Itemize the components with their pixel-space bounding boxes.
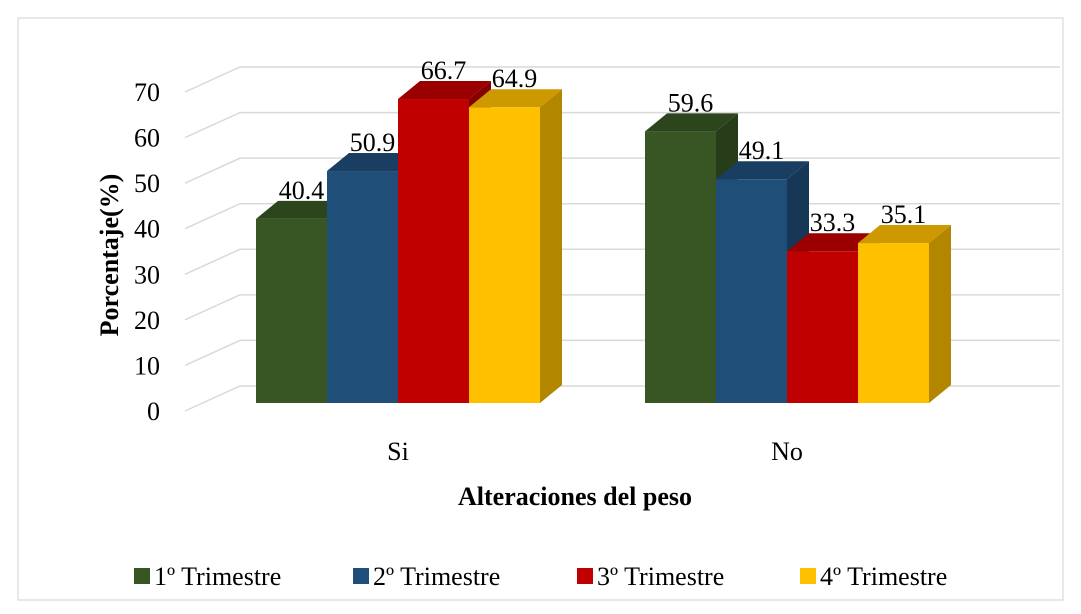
legend-swatch bbox=[577, 568, 593, 584]
bar-top bbox=[716, 161, 809, 180]
data-label: 64.9 bbox=[492, 64, 538, 93]
legend-label: 1º Trimestre bbox=[154, 562, 281, 591]
y-tick-label: 40 bbox=[134, 215, 160, 244]
data-label: 40.4 bbox=[279, 176, 325, 205]
x-tick-label: Si bbox=[387, 437, 409, 466]
legend-swatch bbox=[134, 568, 150, 584]
y-tick-label: 50 bbox=[134, 169, 160, 198]
bar bbox=[327, 171, 398, 403]
data-label: 59.6 bbox=[668, 88, 714, 117]
y-tick-label: 70 bbox=[134, 78, 160, 107]
y-axis-title: Porcentaje(%) bbox=[95, 174, 124, 337]
data-label: 33.3 bbox=[810, 208, 856, 237]
legend-label: 2º Trimestre bbox=[373, 562, 500, 591]
bar bbox=[645, 131, 716, 403]
data-label: 66.7 bbox=[421, 56, 467, 85]
legend-label: 3º Trimestre bbox=[597, 562, 724, 591]
grid-line bbox=[184, 66, 1060, 93]
bar-top bbox=[787, 233, 880, 252]
y-tick-label: 10 bbox=[134, 351, 160, 380]
bar bbox=[398, 99, 469, 403]
data-label: 50.9 bbox=[350, 128, 396, 157]
grid-line bbox=[184, 157, 1060, 184]
bar-top bbox=[327, 153, 420, 172]
bar-top bbox=[398, 81, 491, 100]
bar bbox=[787, 251, 858, 403]
y-tick-label: 60 bbox=[134, 124, 160, 153]
bar-top bbox=[256, 200, 349, 219]
bar bbox=[469, 107, 540, 404]
y-tick-label: 20 bbox=[134, 306, 160, 335]
bar bbox=[858, 243, 929, 403]
y-tick-label: 0 bbox=[147, 397, 160, 426]
bar bbox=[256, 218, 327, 403]
bar-side bbox=[540, 89, 562, 404]
bar-top bbox=[858, 225, 951, 244]
legend-label: 4º Trimestre bbox=[820, 562, 947, 591]
x-tick-label: No bbox=[771, 437, 803, 466]
y-tick-label: 30 bbox=[134, 260, 160, 289]
legend-swatch bbox=[800, 568, 816, 584]
bar-side bbox=[929, 225, 951, 403]
data-label: 35.1 bbox=[881, 200, 927, 229]
bar-top bbox=[645, 113, 738, 132]
data-label: 49.1 bbox=[739, 136, 785, 165]
legend-swatch bbox=[353, 568, 369, 584]
bar-top bbox=[469, 89, 562, 108]
grid-line bbox=[184, 111, 1060, 139]
bar bbox=[716, 179, 787, 403]
x-axis-title: Alteraciones del peso bbox=[458, 482, 692, 511]
